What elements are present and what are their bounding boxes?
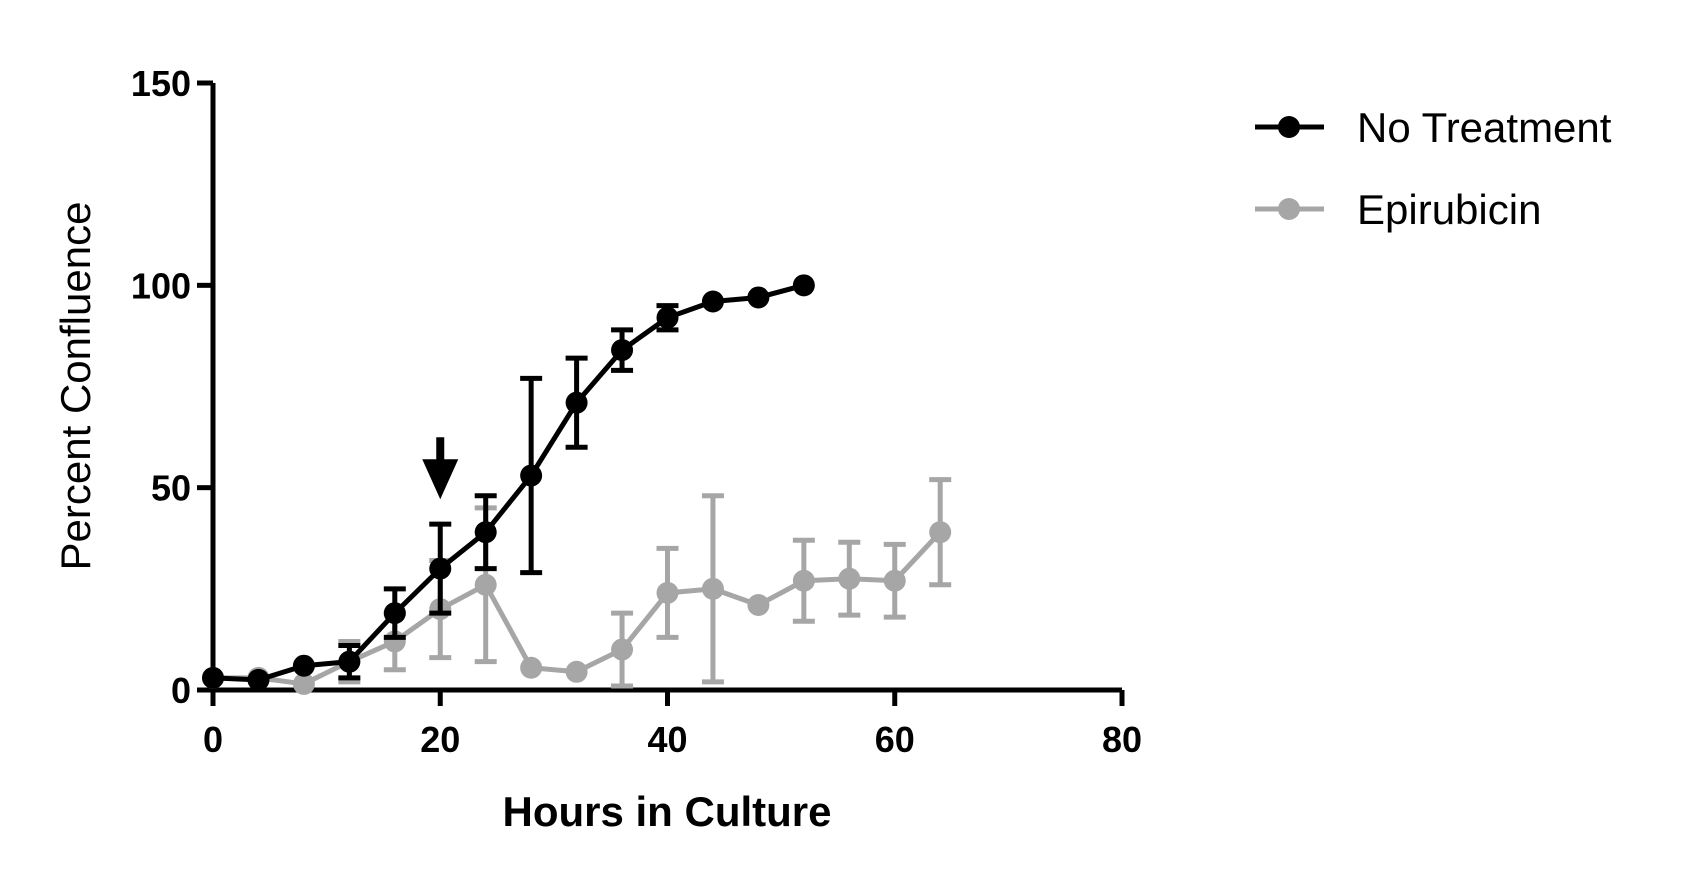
legend-swatch-marker	[1278, 116, 1300, 138]
y-tick-label: 150	[131, 63, 191, 104]
y-axis-ticks: 0 50 100 150	[131, 63, 213, 711]
legend-label: No Treatment	[1357, 104, 1612, 151]
data-point	[429, 557, 452, 580]
data-point	[883, 569, 906, 592]
y-tick-label: 50	[151, 468, 191, 509]
x-tick-label: 20	[420, 719, 460, 760]
data-point	[520, 464, 543, 487]
y-tick-label: 100	[131, 265, 191, 306]
data-point	[747, 594, 770, 617]
data-point	[792, 569, 815, 592]
data-point	[338, 650, 361, 673]
series-no-treatment	[202, 274, 815, 691]
data-point	[701, 290, 724, 313]
x-axis-ticks: 0 20 40 60 80	[203, 690, 1142, 760]
legend-swatch-marker	[1278, 198, 1300, 220]
x-axis-title: Hours in Culture	[502, 788, 831, 835]
data-point	[520, 656, 543, 679]
y-axis: 0 50 100 150 Percent Confluence	[52, 63, 216, 711]
legend: No Treatment Epirubicin	[1255, 104, 1612, 233]
data-point	[247, 668, 270, 691]
data-point	[565, 391, 588, 414]
data-point	[292, 654, 315, 677]
data-point	[474, 573, 497, 596]
data-point	[656, 581, 679, 604]
legend-item: No Treatment	[1255, 104, 1612, 151]
data-point	[611, 638, 634, 661]
x-axis: 0 20 40 60 80 Hours in Culture	[203, 687, 1142, 835]
data-point	[701, 577, 724, 600]
y-axis-title: Percent Confluence	[52, 202, 99, 571]
data-point	[838, 567, 861, 590]
x-tick-label: 60	[875, 719, 915, 760]
data-point	[792, 274, 815, 297]
y-tick-label: 0	[171, 670, 191, 711]
data-point	[474, 521, 497, 544]
plot-area	[202, 274, 952, 695]
x-tick-label: 0	[203, 719, 223, 760]
data-point	[929, 521, 952, 544]
legend-label: Epirubicin	[1357, 186, 1541, 233]
data-point	[383, 602, 406, 625]
x-tick-label: 40	[647, 719, 687, 760]
data-point	[202, 666, 224, 689]
data-point	[747, 286, 770, 309]
data-point	[656, 306, 679, 329]
legend-item: Epirubicin	[1255, 186, 1541, 233]
data-point	[611, 339, 634, 362]
annotation-arrow	[422, 437, 459, 500]
data-point	[292, 672, 315, 695]
data-point	[565, 660, 588, 683]
x-tick-label: 80	[1102, 719, 1142, 760]
